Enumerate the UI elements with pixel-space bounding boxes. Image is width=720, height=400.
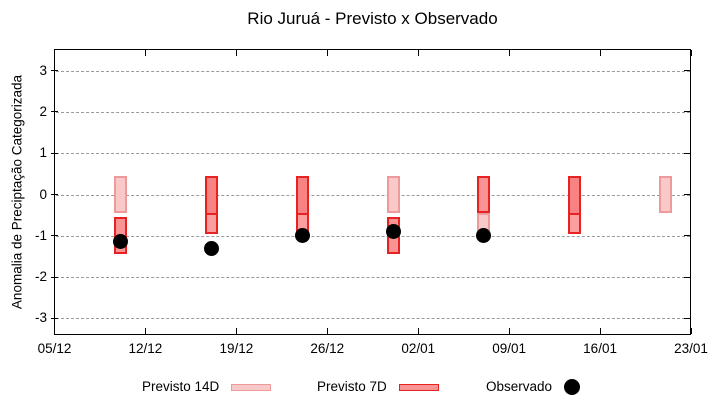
x-tick-mark <box>326 328 328 334</box>
gridline <box>56 235 690 237</box>
y-tick-mark-mirror <box>684 70 690 72</box>
y-tick-label: -1 <box>34 227 47 243</box>
forecast-bar-overlap_top <box>204 175 218 214</box>
previsto-7d-swatch <box>398 383 439 391</box>
x-tick-label: 26/12 <box>310 341 345 356</box>
forecast-bar-p14 <box>386 175 400 214</box>
y-tick-label: 0 <box>39 186 47 202</box>
y-tick-mark-mirror <box>684 152 690 154</box>
legend-label-previsto-14d: Previsto 14D <box>142 379 220 394</box>
y-tick-mark-mirror <box>684 276 690 278</box>
chart-title: Rio Juruá - Previsto x Observado <box>247 9 498 28</box>
y-tick-label: 1 <box>39 145 47 161</box>
x-tick-mark <box>690 328 692 334</box>
x-tick-mark-mirror <box>508 50 510 56</box>
forecast-bar-p14 <box>659 175 673 214</box>
observed-dot <box>476 228 492 244</box>
y-tick-label: -3 <box>34 310 47 326</box>
y-tick-mark-mirror <box>684 111 690 113</box>
forecast-bar-overlap_bottom <box>204 213 218 234</box>
x-tick-mark-mirror <box>690 50 692 56</box>
legend-item-previsto-7d: Previsto 7D <box>317 379 439 395</box>
y-tick-label: 2 <box>39 103 47 119</box>
legend-item-previsto-14d: Previsto 14D <box>142 379 272 395</box>
x-tick-label: 12/12 <box>128 341 163 356</box>
observed-dot <box>385 224 401 240</box>
forecast-bar-overlap_top <box>295 175 309 214</box>
x-tick-mark-mirror <box>417 50 419 56</box>
x-tick-mark <box>508 328 510 334</box>
observed-dot <box>203 240 219 256</box>
gridline <box>56 153 690 155</box>
legend-item-observado: Observado <box>486 379 581 395</box>
x-tick-mark-mirror <box>599 50 601 56</box>
observado-swatch-dot <box>564 379 581 395</box>
y-tick-label: 3 <box>39 62 47 78</box>
x-tick-label: 16/01 <box>583 341 617 356</box>
x-tick-mark <box>599 328 601 334</box>
x-tick-mark <box>417 328 419 334</box>
y-tick-mark-mirror <box>684 194 690 195</box>
legend-label-previsto-7d: Previsto 7D <box>317 379 387 394</box>
x-tick-label: 23/01 <box>674 341 708 356</box>
gridline <box>56 318 690 320</box>
y-tick-mark-mirror <box>684 317 690 319</box>
gridline <box>56 277 690 279</box>
legend-label-observado: Observado <box>486 379 553 394</box>
x-tick-label: 09/01 <box>492 341 527 356</box>
x-tick-mark-mirror <box>144 50 146 56</box>
forecast-bar-overlap_top <box>568 175 582 214</box>
x-tick-mark-mirror <box>326 50 328 56</box>
forecast-bar-p14 <box>113 175 127 214</box>
y-tick-mark-mirror <box>684 235 690 237</box>
plot-border <box>54 49 691 335</box>
x-tick-label: 19/12 <box>219 341 254 356</box>
forecast-bar-overlap_bottom <box>568 213 582 234</box>
forecast-bar-p7 <box>477 175 491 214</box>
gridline <box>56 70 690 72</box>
x-tick-mark-mirror <box>235 50 237 56</box>
x-tick-mark <box>144 328 146 334</box>
x-tick-label: 02/01 <box>401 341 436 356</box>
gridline <box>56 111 690 113</box>
x-tick-label: 05/12 <box>37 341 72 356</box>
gridline <box>56 194 690 196</box>
y-tick-label: -2 <box>34 269 47 285</box>
observed-dot <box>294 228 310 244</box>
previsto-14d-swatch <box>231 383 272 391</box>
x-tick-mark <box>235 328 237 334</box>
observed-dot <box>112 234 128 250</box>
